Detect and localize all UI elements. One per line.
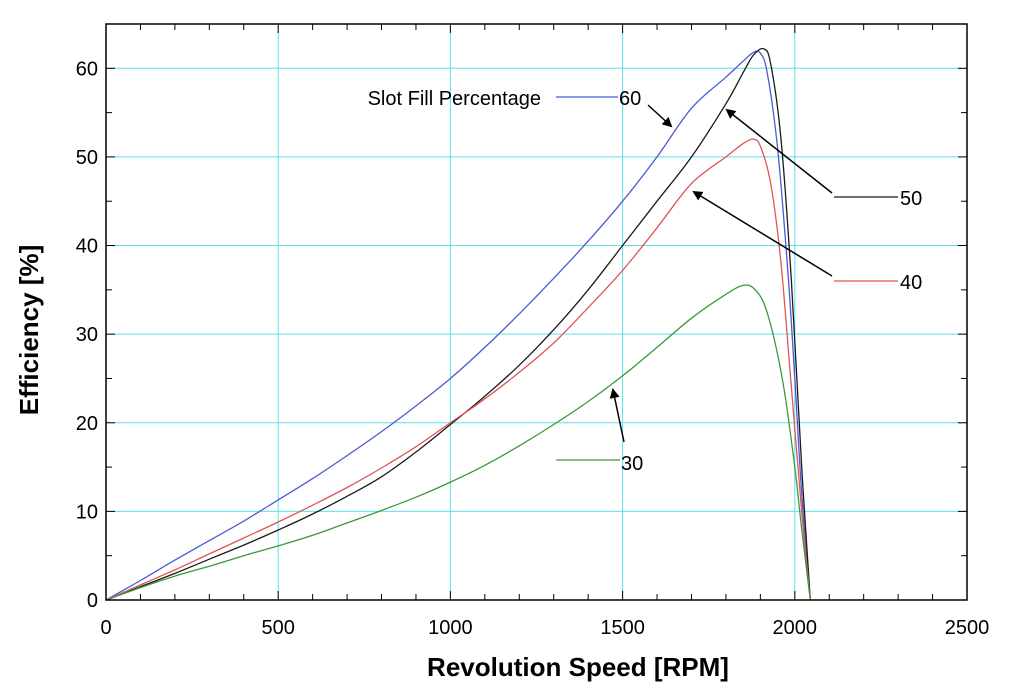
plot-frame <box>105 23 968 601</box>
annotation-label-30: 30 <box>621 453 643 475</box>
annotation-arrow-30 <box>609 388 625 443</box>
series-line-40 <box>105 138 811 601</box>
x-tick-label: 2000 <box>773 617 818 639</box>
annotation-arrow-40 <box>692 190 833 277</box>
y-tick-label: 30 <box>76 324 98 346</box>
annotation-label-40: 40 <box>900 272 922 294</box>
annotation-label-60: 60 <box>619 88 641 110</box>
y-tick-label: 60 <box>76 58 98 80</box>
x-tick-label: 2500 <box>945 617 990 639</box>
y-tick-label: 40 <box>76 236 98 258</box>
annotation-arrow-60 <box>647 104 673 128</box>
series-line-50 <box>105 47 811 601</box>
y-tick-label: 0 <box>87 590 98 612</box>
y-tick-label: 20 <box>76 413 98 435</box>
grid-lines <box>106 24 967 600</box>
y-tick-label: 10 <box>76 501 98 523</box>
y-tick-label: 50 <box>76 147 98 169</box>
x-tick-label: 1500 <box>600 617 645 639</box>
axis-ticks: 0 500 1000 1500 2000 2500 0 10 20 30 40 50 60 <box>76 24 990 639</box>
annotations: Slot Fill Percentage 60 50 40 30 <box>368 88 923 475</box>
x-tick-label: 500 <box>262 617 295 639</box>
annotation-label-50: 50 <box>900 188 922 210</box>
x-tick-label: 0 <box>100 617 111 639</box>
series-line-30 <box>105 284 811 601</box>
annotation-label-slot-fill: Slot Fill Percentage <box>368 88 541 110</box>
annotation-arrow-50 <box>725 108 833 194</box>
x-axis-title: Revolution Speed [RPM] <box>427 652 729 682</box>
y-axis-title: Efficiency [%] <box>14 245 44 416</box>
series-line-60 <box>105 50 811 601</box>
x-tick-label: 1000 <box>428 617 473 639</box>
series-lines <box>105 47 811 601</box>
